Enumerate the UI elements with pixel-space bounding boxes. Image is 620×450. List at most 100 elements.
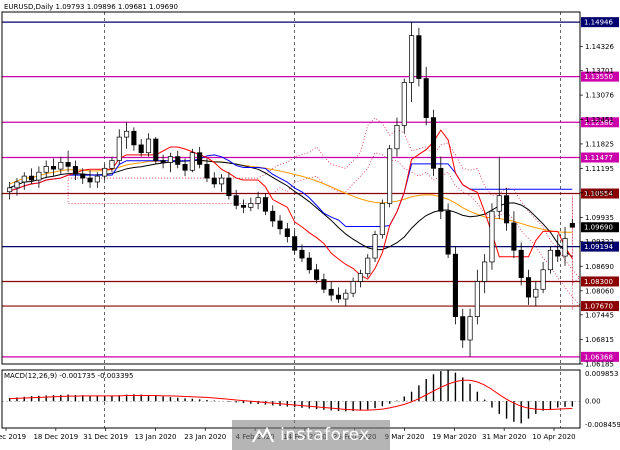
candle-body [14,181,20,189]
level-label: 1.07670 [584,303,613,311]
candle-body [270,210,276,222]
candle-body [314,269,320,280]
level-label: 1.09194 [584,243,613,251]
level-label-bg [581,188,619,199]
candle-body [299,249,305,259]
candle-body [533,288,539,298]
candle-body [277,220,283,230]
level-label-bg [581,276,619,287]
candle-body [43,166,49,173]
time-tick-label: 18 Dec 2019 [33,433,78,441]
tenkan-line [9,129,573,280]
level-label-bg [581,301,619,312]
price-tick-label: 1.06185 [585,361,614,369]
candle-body [175,156,181,165]
price-tick-label: 1.08060 [585,287,614,295]
chart-header: EURUSD,Daily 1.09793 1.09896 1.09681 1.0… [4,3,178,11]
level-label: 1.14946 [584,19,613,27]
candle-body [116,136,122,161]
candle-body [102,167,108,177]
level-label: 1.11477 [584,154,613,162]
candle-body [160,160,166,163]
time-tick-label: 10 Apr 2020 [532,433,575,441]
candle-body [58,162,64,170]
time-tick-label: 31 Dec 2019 [83,433,128,441]
candle-body [248,203,254,208]
candle-body [262,197,268,212]
ichimoku-cloud [67,117,581,310]
candle-body [328,288,334,296]
candle-body [124,130,130,138]
candle-body [284,228,290,237]
candle-body [36,171,42,181]
candle-body [372,234,378,259]
macd-tick-label: 0.009853 [585,370,618,378]
macd-signal-line [9,379,573,411]
price-tick-label: 1.06815 [585,336,614,344]
level-label-bg [581,241,619,252]
candle-body [197,152,203,165]
candle-body [350,281,356,294]
macd-tick-label: -0.008459 [585,421,620,429]
price-tick-label: 1.14326 [585,43,614,51]
time-tick-label: 6 Dec 2019 [0,433,26,441]
candle-body [569,222,575,228]
candle-body [409,35,415,83]
price-tick-label: 1.13076 [585,92,614,100]
time-tick-label: 31 Mar 2020 [482,433,526,441]
price-tick-label: 1.12451 [585,116,614,124]
candle-body [547,249,553,271]
candle-body [518,249,524,278]
level-label: 1.06368 [584,353,613,361]
candle-body [182,164,188,171]
candle-body [226,177,232,196]
candle-body [387,148,393,204]
candle-body [109,160,115,169]
candle-body [87,177,93,183]
level-label-bg [581,351,619,362]
price-tick-label: 1.10573 [585,189,614,197]
candle-body [321,279,327,290]
candle-body [467,316,473,341]
ohlc-readout: 1.09793 1.09896 1.09681 1.09690 [55,3,179,11]
candle-body [50,166,57,170]
level-label: 1.12380 [584,119,613,127]
candle-body [145,138,152,154]
candle-body [482,261,488,282]
candle-body [452,253,458,317]
candle-body [504,195,510,224]
candle-body [357,273,363,282]
price-tick-label: 1.09322 [585,238,614,246]
level-label: 1.13550 [584,73,613,81]
level-label: 1.08300 [584,278,613,286]
candle-body [416,35,422,79]
candle-body [540,269,546,290]
candle-body [379,203,385,235]
candle-body [94,175,100,183]
candle-body [21,175,27,183]
watermark-text: instaforex [280,425,370,445]
candle-body [496,195,502,212]
macd-tick-label: 0.00 [585,398,601,406]
candle-body [562,238,568,257]
time-tick-label: 13 Jan 2020 [134,433,176,441]
level-label-bg [581,117,619,128]
candle-body [474,281,480,317]
current-price-bg [581,222,619,233]
candle-body [525,277,532,298]
candle-body [219,177,225,185]
candle-body [335,294,342,300]
candle-body [365,257,371,275]
candle-body [138,144,144,154]
candle-body [489,210,495,263]
candle-body [430,117,437,169]
price-tick-label: 1.09935 [585,214,614,222]
candle-body [292,236,298,251]
candle-body [306,257,312,271]
level-label-bg [581,71,619,82]
candle-body [445,210,451,255]
time-tick-label: 9 Mar 2020 [385,433,425,441]
candle-body [211,177,217,185]
candle-body [189,152,195,171]
